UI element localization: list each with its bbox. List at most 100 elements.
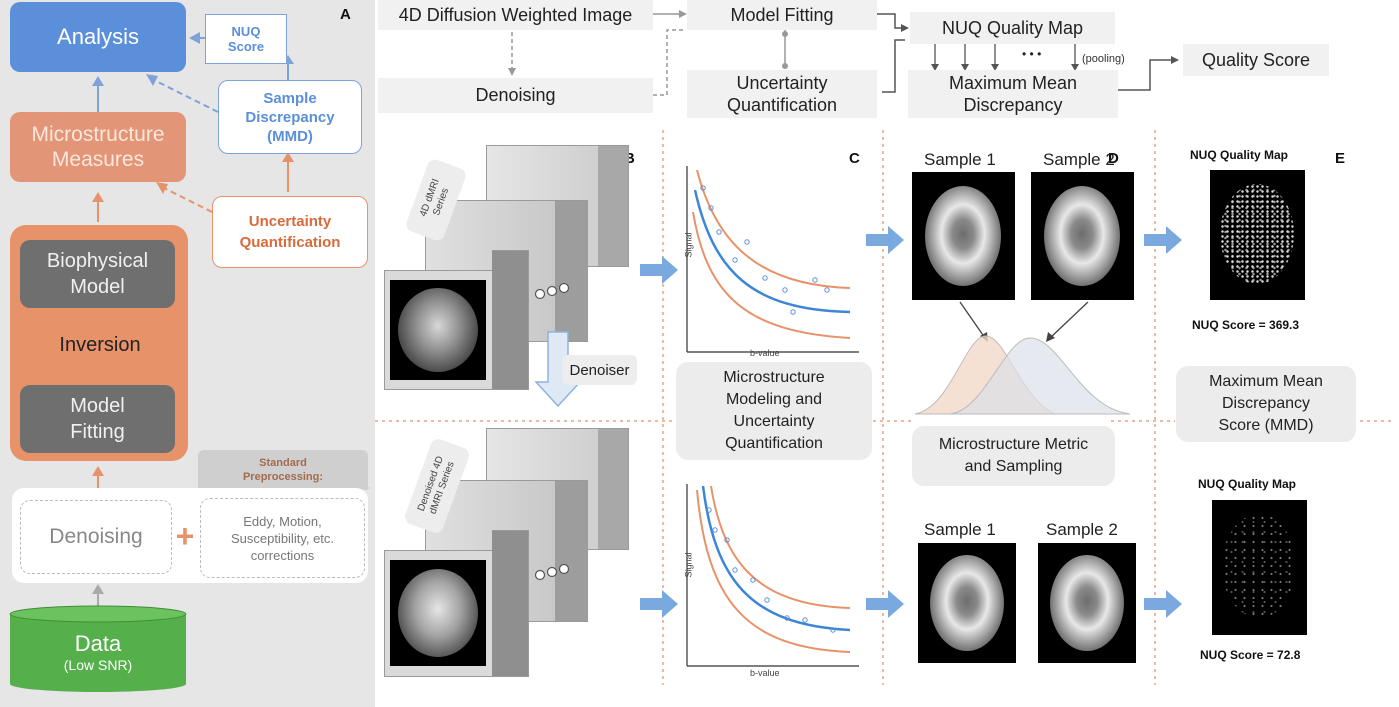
panel-c-line3: Uncertainty xyxy=(733,413,815,430)
preprocessing-container xyxy=(12,488,368,583)
model-fitting-line1: Model xyxy=(70,395,125,417)
top-uncertainty-box: Uncertainty Quantification xyxy=(687,70,877,118)
analysis-box: Analysis xyxy=(10,2,186,72)
denoiser-arrow xyxy=(534,331,582,408)
sample1-label-top: Sample 1 xyxy=(924,150,996,169)
panel-c-line1: Microstructure xyxy=(723,369,825,386)
biophysical-model-box: Biophysical Model xyxy=(20,240,175,308)
microstructure-line1: Microstructure xyxy=(31,123,165,146)
dwi-box: 4D Diffusion Weighted Image xyxy=(378,0,653,30)
top-model-fitting-label: Model Fitting xyxy=(730,4,834,25)
panel-letter-d: D xyxy=(1108,150,1119,167)
denoised-brain-image xyxy=(390,560,486,666)
panel-d-line1: Microstructure Metric xyxy=(938,436,1089,453)
denoising-label: Denoising xyxy=(49,525,143,548)
sample2-label-bottom: Sample 2 xyxy=(1046,520,1118,539)
top-uncertainty-line2: Quantification xyxy=(726,95,838,115)
sample1-brain-bottom xyxy=(918,543,1016,663)
biophysical-line2: Model xyxy=(70,276,125,298)
nuq-quality-map-top xyxy=(1210,170,1305,300)
microstructure-measures-box: Microstructure Measures xyxy=(10,112,186,182)
nuq-score-bottom: NUQ Score = 72.8 xyxy=(1200,648,1301,662)
noisy-brain-image xyxy=(390,280,486,380)
corrections-line2: Susceptibility, etc. xyxy=(230,530,335,546)
microstructure-line2: Measures xyxy=(51,148,145,171)
nuq-map-title-top: NUQ Quality Map xyxy=(1190,148,1289,162)
pooling-label: (pooling) xyxy=(1082,53,1125,65)
sample-discrepancy-line1: Sample xyxy=(263,89,317,107)
data-line1: Data xyxy=(74,631,122,656)
panel-d-label: Microstructure Metric and Sampling xyxy=(912,426,1115,486)
nuq-score-line1: NUQ xyxy=(231,24,261,39)
sample1-label-bottom: Sample 1 xyxy=(924,520,996,539)
top-denoising-label: Denoising xyxy=(475,85,556,105)
top-mmd-box: Maximum Mean Discrepancy xyxy=(908,70,1118,118)
sample1-brain-top xyxy=(912,172,1015,300)
signal-plot-top xyxy=(686,166,859,353)
standard-line2: Preprocessing: xyxy=(242,471,324,483)
signal-axis-label-top: Signal xyxy=(683,232,694,258)
bvalue-axis-label-top: b-value xyxy=(750,348,780,358)
top-pipeline-connectors xyxy=(508,10,1179,96)
uncertainty-line1: Uncertainty xyxy=(248,213,332,230)
quality-score-label: Quality Score xyxy=(1201,49,1311,70)
top-denoising-box: Denoising xyxy=(378,78,653,113)
denoiser-label: Denoiser xyxy=(562,355,637,385)
sample-discrepancy-line2: Discrepancy xyxy=(245,108,335,126)
panel-c-line2: Modeling and xyxy=(725,391,823,408)
signal-plot-bottom xyxy=(686,484,859,667)
model-fitting-line2: Fitting xyxy=(70,421,125,443)
nuq-score-top: NUQ Score = 369.3 xyxy=(1192,318,1300,332)
data-label: Data (Low SNR) xyxy=(10,622,186,682)
quality-score-box: Quality Score xyxy=(1183,44,1329,76)
panel-letter-e: E xyxy=(1335,150,1346,167)
standard-line1: Standard xyxy=(259,457,307,469)
denoiser-text: Denoiser xyxy=(569,361,630,379)
sample2-label-top: Sample 2 xyxy=(1043,150,1115,169)
panel-d-line2: and Sampling xyxy=(964,458,1063,475)
denoised-slab-mid-side xyxy=(555,480,588,622)
denoised-slab-back-side xyxy=(598,428,629,550)
plus-sign: + xyxy=(172,518,198,554)
bvalue-axis-label-bottom: b-value xyxy=(750,668,780,678)
sample-discrepancy-box: Sample Discrepancy (MMD) xyxy=(218,80,362,154)
signal-axis-label-bottom: Signal xyxy=(683,552,694,578)
nuq-score-box: NUQ Score xyxy=(205,14,287,64)
panel-e-mmd-label: Maximum Mean Discrepancy Score (MMD) xyxy=(1176,366,1356,442)
top-uncertainty-line1: Uncertainty xyxy=(736,73,828,93)
analysis-label: Analysis xyxy=(57,24,139,49)
sample2-brain-top xyxy=(1031,172,1134,300)
ellipsis-circles-bottom xyxy=(534,563,570,581)
top-mmd-line1: Maximum Mean xyxy=(948,73,1078,93)
volume-slab-front-side xyxy=(492,250,529,390)
nuq-score-line2: Score xyxy=(227,39,265,54)
sample-discrepancy-line3: (MMD) xyxy=(267,127,313,145)
panel-letter-c: C xyxy=(849,150,860,167)
corrections-box: Eddy, Motion, Susceptibility, etc. corre… xyxy=(200,498,365,578)
standard-preprocessing-tab: Standard Preprocessing: xyxy=(198,450,368,490)
ellipsis-circles-top xyxy=(534,282,570,300)
dwi-label: 4D Diffusion Weighted Image xyxy=(398,4,633,25)
panel-e-mmd-line3: Score (MMD) xyxy=(1218,417,1314,434)
data-cylinder xyxy=(9,605,187,692)
distribution-curves xyxy=(914,301,1131,415)
uncertainty-quantification-box: Uncertainty Quantification xyxy=(212,196,368,268)
top-nuq-map-box: NUQ Quality Map xyxy=(910,12,1115,44)
panel-c-label: Microstructure Modeling and Uncertainty … xyxy=(676,362,872,460)
panel-letter-b: B xyxy=(624,150,635,167)
panel-letter-a: A xyxy=(340,6,351,23)
top-dots: • • • xyxy=(1022,47,1042,61)
top-nuq-map-label: NUQ Quality Map xyxy=(941,17,1084,38)
denoised-slab-front-side xyxy=(492,530,529,677)
inversion-text: Inversion xyxy=(59,333,141,356)
volume-slab-mid-side xyxy=(555,200,588,342)
panel-e-mmd-line1: Maximum Mean xyxy=(1209,373,1323,390)
denoising-box: Denoising xyxy=(20,500,172,574)
plus-text: + xyxy=(175,517,195,554)
panel-c-line4: Quantification xyxy=(725,435,823,452)
nuq-map-title-bottom: NUQ Quality Map xyxy=(1198,477,1297,491)
nuq-quality-map-bottom xyxy=(1212,500,1307,635)
model-fitting-box: Model Fitting xyxy=(20,385,175,453)
corrections-line1: Eddy, Motion, xyxy=(243,513,322,529)
